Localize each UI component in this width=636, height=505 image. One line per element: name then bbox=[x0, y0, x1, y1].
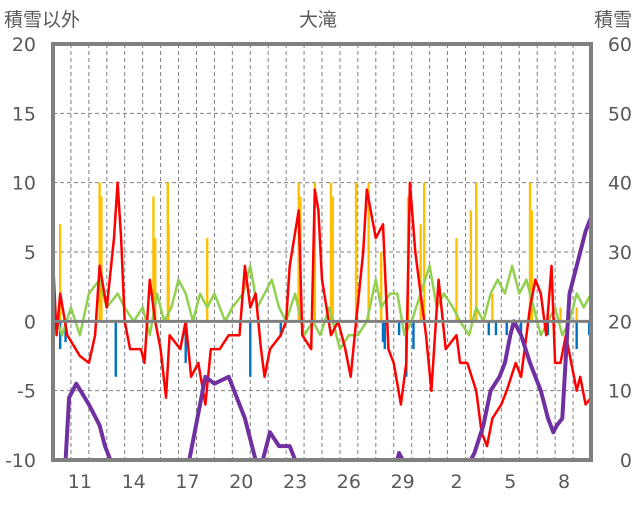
yellow-bar bbox=[152, 196, 155, 322]
axes bbox=[51, 42, 593, 462]
yellow-bar bbox=[313, 182, 317, 322]
blue-bar bbox=[184, 321, 187, 363]
blue-bar bbox=[494, 321, 498, 336]
left-tick-label: 20 bbox=[12, 34, 36, 56]
yellow-bar bbox=[559, 307, 562, 322]
x-tick-label: 8 bbox=[558, 471, 570, 493]
chart-title: 大滝 bbox=[299, 9, 337, 31]
yellow-bar bbox=[469, 210, 473, 322]
yellow-bar bbox=[331, 196, 334, 322]
blue-bar bbox=[487, 321, 490, 336]
bars bbox=[58, 182, 591, 377]
blue-bar bbox=[575, 321, 578, 350]
right-tick-label: 0 bbox=[620, 450, 632, 472]
yellow-bar bbox=[475, 182, 478, 322]
left-tick-label: 15 bbox=[12, 103, 36, 125]
x-tick-label: 11 bbox=[68, 471, 92, 493]
x-tick-label: 5 bbox=[504, 471, 516, 493]
yellow-bar bbox=[575, 307, 578, 322]
x-tick-label: 29 bbox=[391, 471, 415, 493]
right-tick-label: 60 bbox=[608, 34, 632, 56]
blue-bar bbox=[58, 321, 62, 350]
blue-bar bbox=[114, 321, 117, 377]
left-tick-label: -10 bbox=[5, 450, 36, 472]
right-tick-label: 30 bbox=[608, 242, 632, 264]
blue-bar bbox=[383, 321, 386, 350]
blue-bar bbox=[397, 321, 401, 336]
left-tick-label: 10 bbox=[12, 173, 36, 195]
left-axis-label: 積雪以外 bbox=[4, 9, 80, 31]
blue-bar bbox=[381, 321, 385, 343]
right-tick-label: 10 bbox=[608, 381, 632, 403]
x-tick-label: 14 bbox=[122, 471, 146, 493]
yellow-bar bbox=[154, 238, 157, 322]
blue-bar bbox=[505, 321, 508, 336]
x-tick-label: 23 bbox=[283, 471, 307, 493]
yellow-bar bbox=[100, 196, 103, 322]
yellow-bar bbox=[423, 182, 426, 322]
yellow-bar bbox=[354, 182, 358, 322]
x-tick-label: 17 bbox=[175, 471, 199, 493]
x-tick-label: 2 bbox=[450, 471, 462, 493]
yellow-bar bbox=[167, 224, 170, 322]
yellow-bar bbox=[206, 238, 209, 322]
yellow-bar bbox=[528, 182, 532, 322]
right-tick-label: 50 bbox=[608, 103, 632, 125]
blue-bar bbox=[519, 321, 523, 336]
red-series-line bbox=[51, 181, 592, 448]
left-tick-label: 0 bbox=[24, 311, 36, 333]
left-tick-label: 5 bbox=[24, 242, 36, 264]
plot-frame bbox=[51, 42, 593, 462]
yellow-bar bbox=[419, 224, 422, 322]
yellow-bar bbox=[455, 238, 458, 322]
gridlines bbox=[53, 44, 591, 460]
blue-bar bbox=[412, 321, 415, 350]
right-tick-label: 40 bbox=[608, 173, 632, 195]
right-tick-label: 20 bbox=[608, 311, 632, 333]
purple-series-line bbox=[53, 216, 593, 462]
blue-bar bbox=[279, 321, 282, 336]
x-tick-label: 20 bbox=[229, 471, 253, 493]
yellow-bar bbox=[58, 224, 62, 322]
blue-bar bbox=[249, 321, 252, 377]
left-tick-label: -5 bbox=[17, 381, 36, 403]
x-tick-label: 26 bbox=[337, 471, 361, 493]
yellow-bar bbox=[491, 293, 494, 322]
yellow-bar bbox=[367, 182, 370, 322]
yellow-bar bbox=[530, 210, 534, 322]
yellow-bar bbox=[379, 252, 383, 322]
right-axis-label: 積雪 bbox=[594, 9, 632, 31]
yellow-bar bbox=[329, 182, 333, 322]
yellow-bar bbox=[98, 182, 101, 322]
